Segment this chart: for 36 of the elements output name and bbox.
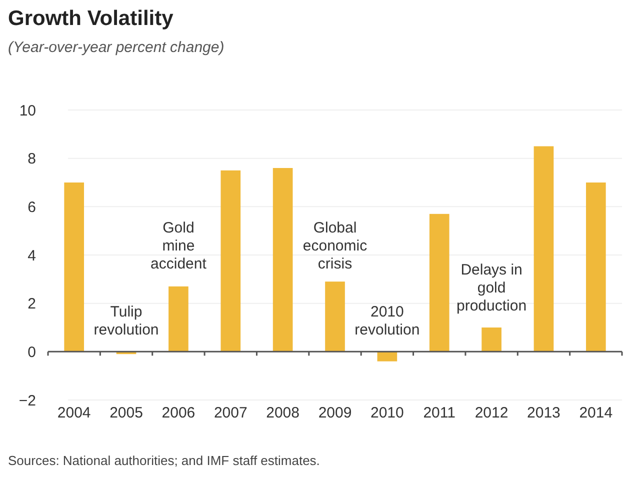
bar (325, 282, 345, 352)
y-tick-label: −2 (18, 392, 36, 410)
bar (272, 168, 293, 352)
bar (586, 182, 606, 352)
x-tick-label: 2008 (266, 404, 300, 422)
x-tick-label: 2011 (423, 404, 456, 422)
x-tick-label: 2013 (527, 404, 560, 422)
annotation: Gold mine accident (150, 219, 208, 272)
y-tick-label: 10 (19, 102, 36, 120)
x-tick-label: 2004 (57, 404, 91, 422)
x-tick-label: 2007 (214, 404, 248, 422)
x-tick-label: 2009 (318, 404, 352, 422)
y-tick-label: 6 (28, 198, 36, 216)
bar (168, 286, 188, 352)
y-tick-label: 4 (28, 247, 36, 264)
annotation: Global economic crisis (302, 219, 368, 272)
annotation: Tulip revolution (94, 303, 159, 338)
y-tick-label: 0 (28, 344, 36, 361)
x-tick-label: 2012 (474, 404, 508, 422)
bar (377, 352, 398, 362)
x-tick-label: 2014 (579, 404, 613, 422)
chart-subtitle: (Year-over-year percent change) (8, 39, 224, 56)
chart-title: Growth Volatility (8, 7, 174, 30)
x-tick-label: 2006 (162, 404, 196, 422)
bar (429, 214, 450, 352)
bar (64, 182, 84, 352)
x-tick-label: 2010 (370, 404, 404, 422)
bar (534, 146, 554, 352)
x-tick-label: 2005 (110, 404, 143, 422)
bar (482, 328, 502, 352)
bar (220, 170, 241, 352)
annotation: 2010 revolution (354, 303, 420, 338)
y-tick-label: 2 (28, 296, 36, 313)
source-note: Sources: National authorities; and IMF staff estimates. (8, 453, 320, 468)
y-tick-label: 8 (28, 150, 36, 168)
annotation: Delays in gold production (456, 261, 527, 314)
